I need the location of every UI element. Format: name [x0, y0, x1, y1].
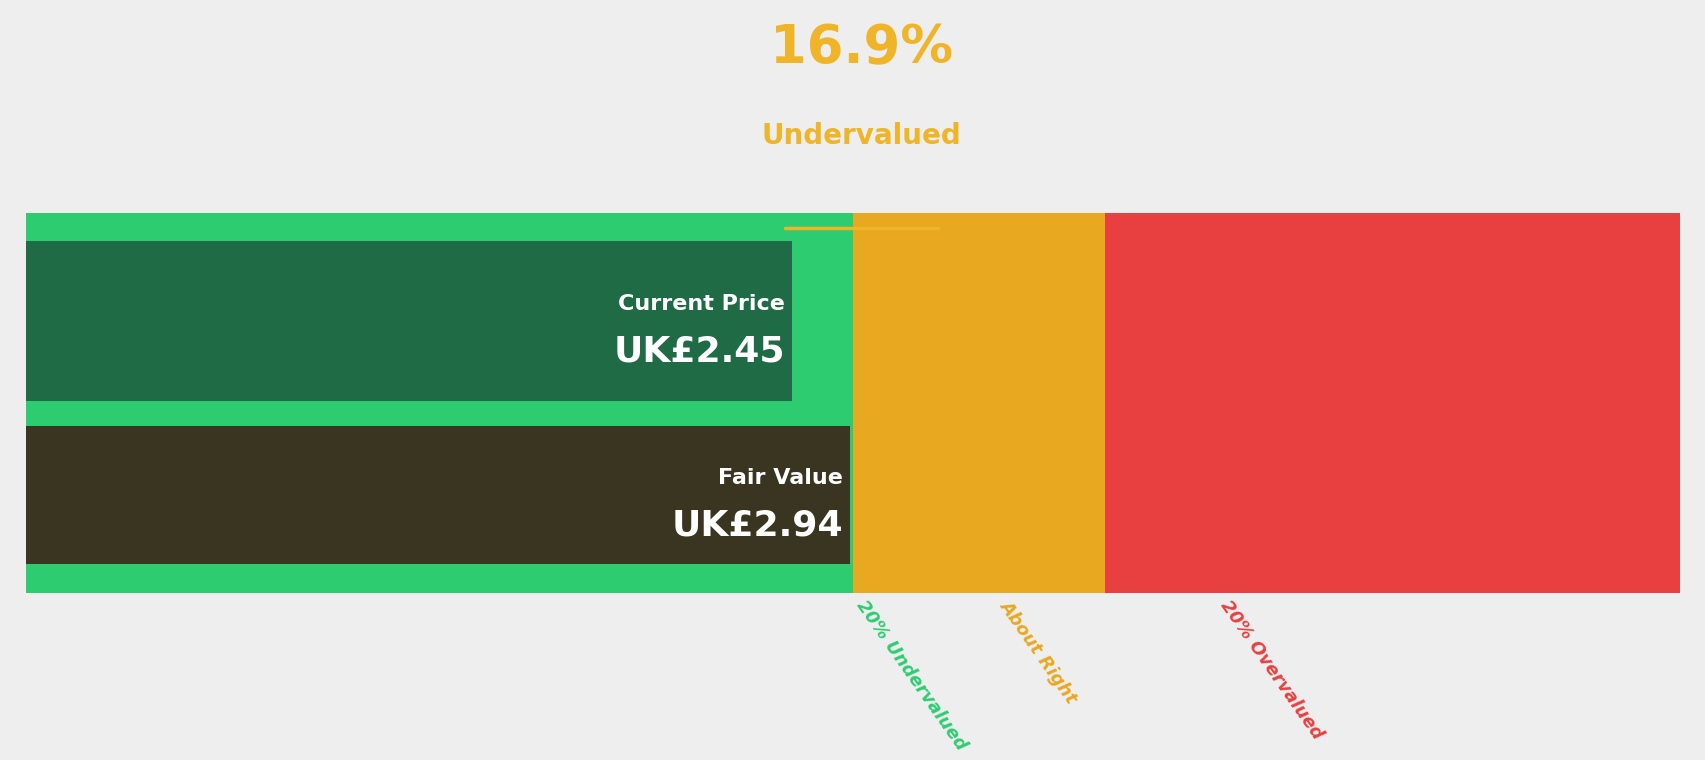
Bar: [852, 213, 1103, 593]
Text: Undervalued: Undervalued: [760, 122, 962, 150]
Bar: [26, 242, 791, 401]
Bar: [26, 426, 849, 564]
Text: 20% Undervalued: 20% Undervalued: [852, 597, 970, 753]
Bar: [1103, 213, 1679, 593]
Text: UK£2.45: UK£2.45: [614, 334, 784, 369]
Text: UK£2.94: UK£2.94: [670, 508, 842, 543]
Text: 16.9%: 16.9%: [769, 23, 953, 74]
Text: Fair Value: Fair Value: [718, 468, 842, 488]
Text: Current Price: Current Price: [617, 294, 784, 315]
Text: 20% Overvalued: 20% Overvalued: [1216, 597, 1325, 743]
Bar: [26, 213, 852, 593]
Text: About Right: About Right: [996, 597, 1079, 706]
